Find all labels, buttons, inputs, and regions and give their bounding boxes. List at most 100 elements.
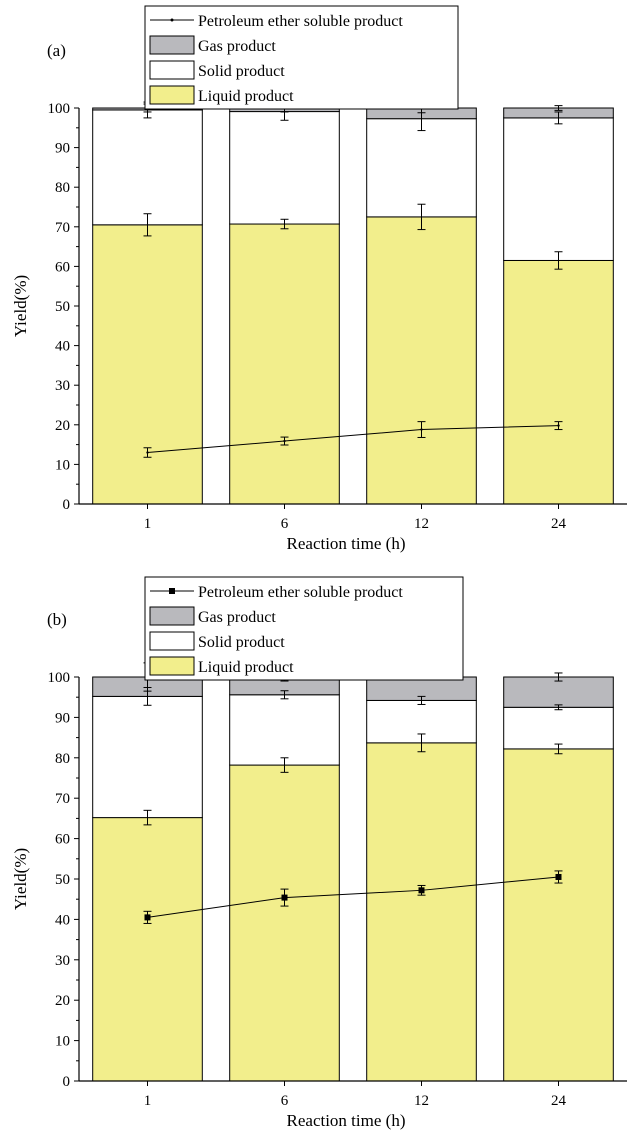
series-line-petroleum-ether	[147, 876, 559, 918]
error-bar	[554, 251, 563, 270]
legend-item: Solid product	[149, 631, 285, 651]
y-tick-label: 100	[48, 670, 71, 686]
legend-swatch	[149, 35, 195, 55]
x-axis-title: Reaction time (h)	[287, 534, 406, 553]
legend-label: Liquid product	[198, 88, 294, 105]
x-tick-label: 24	[551, 1093, 567, 1109]
y-tick-label: 10	[55, 1034, 70, 1050]
bar-liquid-product-12	[366, 742, 477, 1082]
error-bar	[554, 704, 563, 711]
legend-swatch	[149, 60, 195, 80]
legend-label: Solid product	[198, 634, 285, 651]
y-tick-label: 50	[55, 299, 70, 315]
line-point-marker	[281, 894, 288, 901]
bar-solid-product-6	[229, 694, 340, 766]
legend-item: Gas product	[149, 606, 276, 626]
y-axis-title: Yield(%)	[11, 275, 30, 337]
legend-box	[144, 5, 459, 110]
legend-swatch-marker	[170, 18, 174, 22]
legend-item: Gas product	[149, 35, 276, 55]
error-bar	[417, 695, 426, 705]
bar-liquid-product-1	[92, 224, 203, 505]
y-tick-label: 90	[55, 141, 70, 157]
error-bar	[417, 203, 426, 231]
bar-liquid-product-24	[503, 259, 614, 505]
bar-solid-product-24	[503, 706, 614, 750]
line-point	[146, 451, 149, 454]
legend-label: Solid product	[198, 63, 285, 80]
y-tick-label: 70	[55, 791, 70, 807]
error-bar	[554, 111, 563, 125]
error-bar	[554, 672, 563, 682]
y-tick-label: 60	[55, 259, 70, 275]
legend-swatch	[149, 631, 195, 651]
legend-item: Petroleum ether soluble product	[150, 13, 403, 30]
x-tick-label: 6	[281, 516, 289, 532]
bar-solid-product-1	[92, 109, 203, 226]
error-bar	[280, 757, 289, 773]
legend-label: Gas product	[198, 609, 276, 626]
legend-item: Petroleum ether soluble product	[150, 584, 403, 601]
y-tick-label: 10	[55, 457, 70, 473]
legend-label: Petroleum ether soluble product	[198, 13, 403, 30]
line-point-marker	[555, 873, 562, 880]
x-axis-title: Reaction time (h)	[287, 1111, 406, 1130]
line-point	[557, 424, 560, 427]
legend-label: Liquid product	[198, 659, 294, 676]
y-tick-label: 20	[55, 993, 70, 1009]
y-tick-label: 30	[55, 953, 70, 969]
bar-liquid-product-12	[366, 216, 477, 505]
x-tick-label: 1	[144, 516, 152, 532]
x-tick-label: 1	[144, 1093, 152, 1109]
legend-label: Petroleum ether soluble product	[198, 584, 403, 601]
bar-liquid-product-6	[229, 764, 340, 1082]
series-line-petroleum-ether	[147, 425, 559, 454]
panel-label: (a)	[47, 41, 66, 60]
y-tick-label: 0	[63, 1074, 71, 1090]
legend-item: Solid product	[149, 60, 285, 80]
y-axis-title: Yield(%)	[11, 848, 30, 910]
panel-label: (b)	[47, 610, 67, 629]
bar-solid-product-24	[503, 117, 614, 261]
y-tick-label: 90	[55, 710, 70, 726]
y-tick-label: 50	[55, 872, 70, 888]
error-bar	[143, 213, 152, 237]
x-tick-label: 12	[414, 1093, 429, 1109]
bar-liquid-product-1	[92, 817, 203, 1082]
error-bar	[554, 743, 563, 755]
line-point-marker	[144, 914, 151, 921]
legend: Petroleum ether soluble product Gas produ…	[144, 5, 459, 110]
y-tick-label: 80	[55, 180, 70, 196]
y-tick-label: 60	[55, 832, 70, 848]
x-tick-label: 6	[281, 1093, 289, 1109]
chart-panel-b: 0 10 20 30 40 50 60 70 80 90 100 1 6 12 24 Reaction tim…	[11, 576, 627, 1130]
error-bar	[280, 690, 289, 700]
legend: Petroleum ether soluble product Gas produ…	[144, 576, 464, 681]
y-tick-label: 20	[55, 418, 70, 434]
bar-gas-product-24	[503, 676, 614, 708]
error-bar	[280, 218, 289, 230]
line-point	[420, 428, 423, 431]
error-bar	[554, 105, 563, 111]
x-tick-label: 24	[551, 516, 567, 532]
error-bar	[143, 809, 152, 826]
legend-item: Liquid product	[149, 85, 294, 105]
bar-liquid-product-24	[503, 748, 614, 1082]
legend-item: Liquid product	[149, 656, 294, 676]
bar-solid-product-12	[366, 118, 477, 218]
line-point	[283, 439, 286, 443]
y-tick-label: 80	[55, 751, 70, 767]
y-tick-label: 30	[55, 378, 70, 394]
legend-swatch-marker	[169, 588, 175, 594]
error-bar	[417, 733, 426, 753]
y-tick-label: 0	[63, 497, 71, 513]
bar-solid-product-6	[229, 111, 340, 225]
legend-box	[144, 576, 464, 681]
bar-liquid-product-6	[229, 223, 340, 505]
y-tick-label: 40	[55, 912, 70, 928]
y-tick-label: 100	[48, 101, 71, 117]
legend-label: Gas product	[198, 38, 276, 55]
legend-swatch	[149, 85, 195, 105]
bar-solid-product-1	[92, 695, 203, 819]
